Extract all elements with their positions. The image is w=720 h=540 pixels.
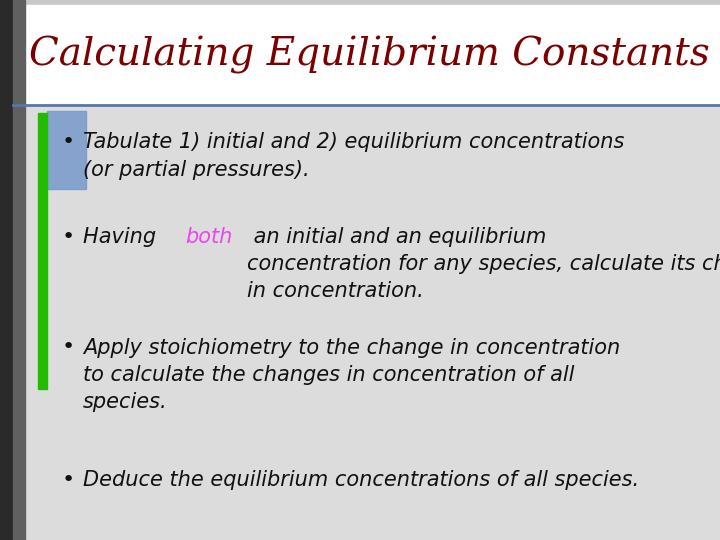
Bar bbox=[13, 0, 25, 540]
Text: •: • bbox=[62, 338, 75, 357]
Text: •: • bbox=[62, 470, 75, 490]
Bar bbox=[0, 105, 720, 540]
Bar bbox=[0, 5, 720, 105]
Text: Having: Having bbox=[83, 227, 163, 247]
Text: both: both bbox=[186, 227, 233, 247]
Text: an initial and an equilibrium
concentration for any species, calculate its chang: an initial and an equilibrium concentrat… bbox=[247, 227, 720, 301]
Bar bbox=[38, 113, 47, 389]
Text: •: • bbox=[62, 227, 75, 247]
Text: Tabulate 1) initial and 2) equilibrium concentrations
(or partial pressures).: Tabulate 1) initial and 2) equilibrium c… bbox=[83, 132, 624, 179]
Text: •: • bbox=[62, 132, 75, 152]
Text: Apply stoichiometry to the change in concentration
to calculate the changes in c: Apply stoichiometry to the change in con… bbox=[83, 338, 620, 412]
Bar bbox=[47, 111, 86, 189]
Text: Deduce the equilibrium concentrations of all species.: Deduce the equilibrium concentrations of… bbox=[83, 470, 639, 490]
Text: Calculating Equilibrium Constants: Calculating Equilibrium Constants bbox=[29, 36, 709, 75]
Bar bbox=[0, 0, 13, 540]
